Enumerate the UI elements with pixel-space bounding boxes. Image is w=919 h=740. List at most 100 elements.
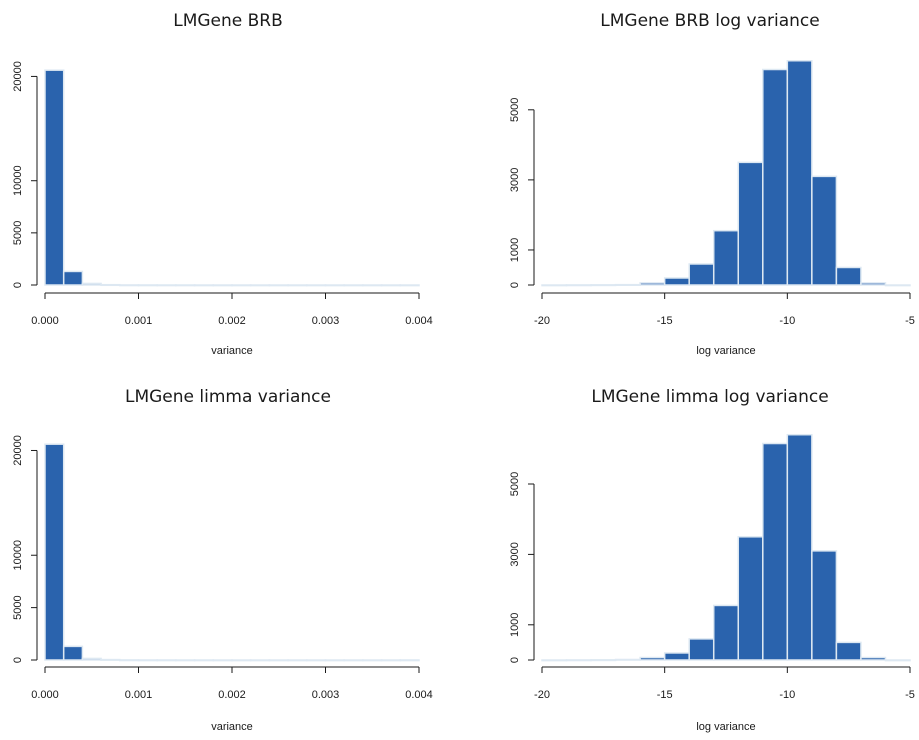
histogram-bar: [81, 657, 102, 661]
x-tick-label: 0.004: [405, 689, 433, 701]
histogram-bar: [688, 638, 715, 661]
histogram-bar: [343, 284, 364, 287]
histogram-bar: [212, 284, 233, 287]
histogram-bar: [811, 175, 838, 286]
histogram-bar: [156, 284, 177, 287]
histogram-bar: [565, 659, 592, 662]
x-tick-label: -20: [534, 689, 550, 701]
x-tick-label: -15: [657, 315, 673, 327]
histogram-bar: [193, 659, 215, 662]
x-tick-label: -10: [779, 315, 795, 327]
histogram-bar: [884, 284, 911, 287]
y-tick-label: 0: [12, 657, 24, 663]
histogram-bar: [835, 266, 862, 286]
y-tick-label: 5000: [12, 221, 24, 245]
histogram-bar: [287, 284, 308, 287]
x-tick-label: 0.003: [312, 689, 340, 701]
histogram-bar: [81, 282, 102, 286]
x-tick-label: 0.002: [218, 315, 246, 327]
y-tick-label: 0: [509, 282, 521, 288]
chart-title: LMGene BRB log variance: [600, 11, 819, 31]
histogram-bar: [541, 659, 568, 662]
histogram-bar: [306, 284, 327, 287]
histogram-panel-4: LMGene limma log variance -20 -15 -10 -5 log …: [509, 387, 915, 733]
histogram-bar: [835, 641, 862, 661]
histogram-bar: [62, 270, 84, 286]
histogram-bar: [175, 284, 196, 287]
histogram-panel-2: LMGene BRB log variance -20 -15 -10 -5 log va…: [509, 11, 915, 357]
x-axis-label: log variance: [696, 721, 755, 733]
histogram-bar: [565, 284, 592, 287]
x-tick-label: 0.001: [125, 689, 153, 701]
y-tick-label: 0: [509, 657, 521, 663]
histogram-bar: [786, 59, 813, 286]
histogram-bar: [268, 284, 289, 287]
histogram-bar: [212, 659, 233, 662]
histogram-bar: [119, 659, 140, 662]
histogram-bar: [324, 659, 345, 662]
histogram-bar: [100, 283, 121, 287]
x-tick-label: 0.004: [405, 315, 433, 327]
histogram-bar: [614, 658, 641, 661]
x-tick-label: -15: [657, 689, 673, 701]
histogram-bar: [306, 659, 327, 662]
histogram-bar: [737, 161, 764, 286]
y-tick-label: 10000: [12, 540, 24, 571]
histogram-bar: [231, 659, 252, 662]
histogram-bar: [249, 284, 271, 287]
histogram-bar: [860, 656, 887, 661]
histogram-bar: [44, 443, 65, 661]
histogram-bar: [249, 659, 271, 662]
y-tick-label: 20000: [12, 61, 24, 92]
histogram-bar: [590, 659, 617, 662]
histogram-bar: [399, 659, 420, 662]
histogram-bar: [62, 645, 84, 661]
histogram-bar: [175, 659, 196, 662]
x-tick-label: -10: [779, 689, 795, 701]
histogram-bar: [324, 284, 345, 287]
y-tick-label: 5000: [509, 472, 521, 496]
x-axis-label: variance: [211, 345, 253, 357]
chart-title: LMGene limma variance: [125, 387, 331, 407]
histogram-bar: [590, 284, 617, 287]
histogram-bar: [193, 284, 215, 287]
histogram-bar: [811, 550, 838, 661]
histogram-bar: [663, 277, 690, 286]
y-tick-label: 3000: [509, 542, 521, 566]
y-tick-label: 20000: [12, 435, 24, 466]
histogram-bar: [156, 659, 177, 662]
histogram-bar: [287, 659, 308, 662]
histogram-bar: [639, 656, 666, 661]
histogram-bar: [399, 284, 420, 287]
histogram-bar: [137, 659, 158, 662]
histogram-bar: [362, 284, 383, 287]
histogram-panel-1: LMGene BRB 0.000 0.001 0.002 0.003 0.004 varia…: [12, 11, 433, 357]
histogram-bar: [541, 284, 568, 287]
histogram-bar: [786, 433, 813, 661]
x-axis-label: variance: [211, 721, 253, 733]
x-tick-label: -20: [534, 315, 550, 327]
x-axis-label: log variance: [696, 345, 755, 357]
histogram-bar: [884, 659, 911, 662]
histogram-bar: [44, 69, 65, 286]
histogram-bar: [737, 536, 764, 661]
x-tick-label: 0.000: [31, 689, 59, 701]
y-tick-label: 3000: [509, 168, 521, 192]
histogram-panel-3: LMGene limma variance 0.000 0.001 0.002 0.00…: [12, 387, 433, 733]
chart-title: LMGene BRB: [173, 11, 283, 31]
y-tick-label: 1000: [509, 238, 521, 262]
y-tick-label: 0: [12, 282, 24, 288]
x-tick-label: 0.002: [218, 689, 246, 701]
histogram-bar: [712, 229, 740, 286]
histogram-bar: [137, 284, 158, 287]
histogram-bar: [119, 284, 140, 287]
y-tick-label: 1000: [509, 613, 521, 637]
histogram-bar: [762, 442, 789, 661]
y-tick-label: 5000: [12, 595, 24, 619]
y-tick-label: 10000: [12, 165, 24, 196]
histogram-bar: [380, 659, 402, 662]
histogram-bar: [614, 283, 641, 286]
histogram-bar: [762, 68, 789, 286]
